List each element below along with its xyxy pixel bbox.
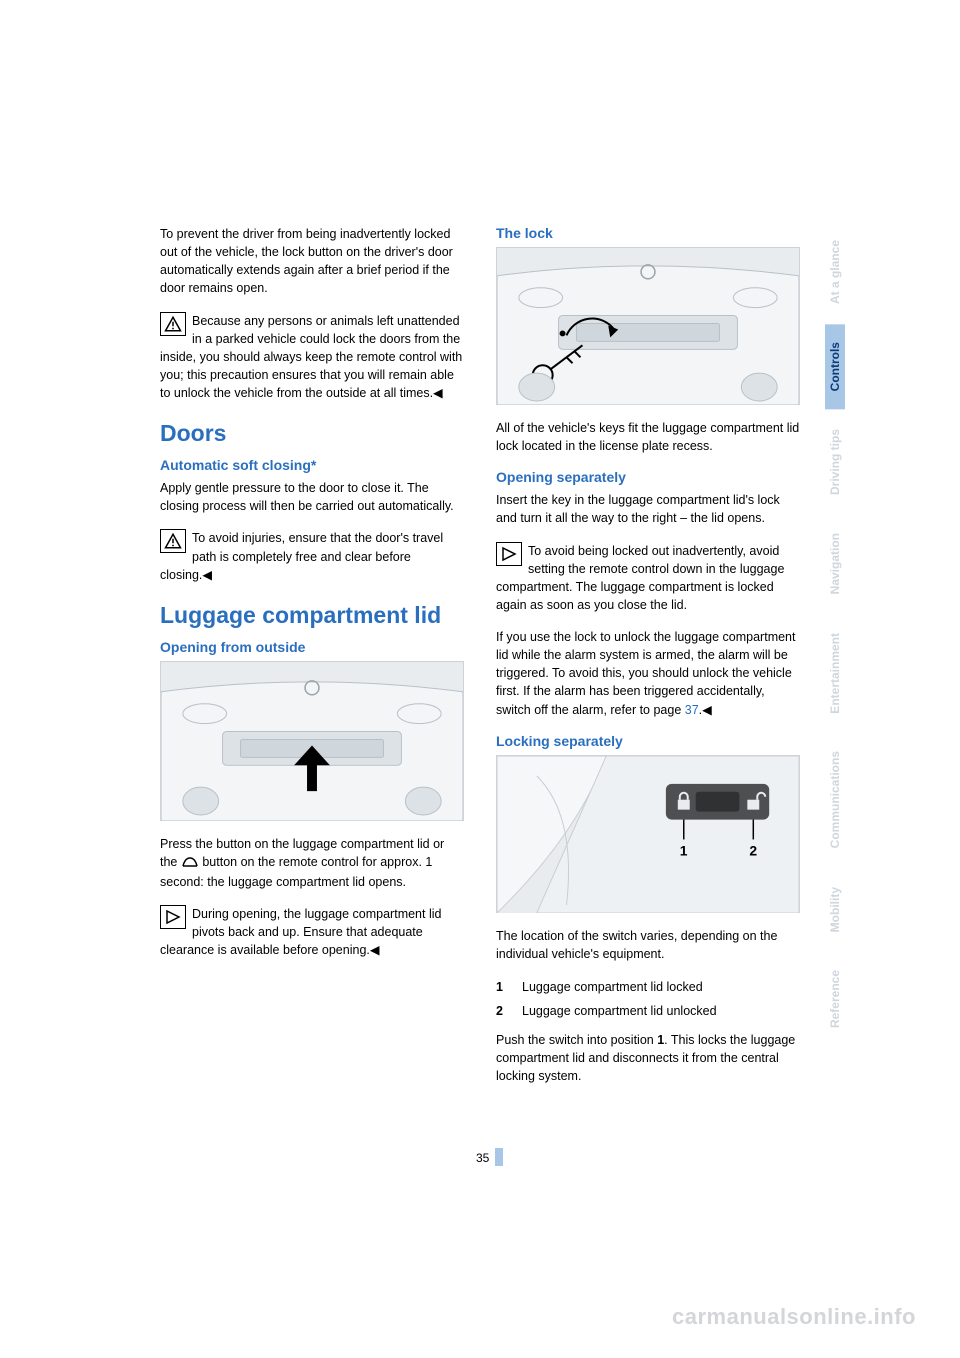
paragraph: To prevent the driver from being inadver… bbox=[160, 225, 464, 298]
tab-controls[interactable]: Controls bbox=[825, 324, 845, 409]
paragraph: All of the vehicle's keys fit the luggag… bbox=[496, 419, 800, 455]
list-text: Luggage compartment lid locked bbox=[522, 977, 703, 997]
warning-text: Because any persons or animals left unat… bbox=[160, 314, 462, 401]
left-column: To prevent the driver from being inadver… bbox=[160, 225, 464, 1099]
watermark: carmanualsonline.info bbox=[672, 1304, 916, 1330]
heading-the-lock: The lock bbox=[496, 225, 800, 241]
tab-reference[interactable]: Reference bbox=[825, 952, 845, 1046]
list-item: 1 Luggage compartment lid locked bbox=[496, 977, 800, 997]
figure-lock-switch: 1 2 bbox=[496, 755, 800, 913]
warning-icon bbox=[160, 312, 186, 336]
paragraph: If you use the lock to unlock the luggag… bbox=[496, 628, 800, 719]
tab-driving-tips[interactable]: Driving tips bbox=[825, 411, 845, 513]
heading-auto-soft-closing: Automatic soft closing* bbox=[160, 457, 464, 473]
paragraph: The location of the switch varies, depen… bbox=[496, 927, 800, 963]
tab-navigation[interactable]: Navigation bbox=[825, 515, 845, 612]
list-number: 1 bbox=[496, 977, 510, 997]
list-text: Luggage compartment lid unlocked bbox=[522, 1001, 717, 1021]
tip-icon bbox=[160, 905, 186, 929]
page: To prevent the driver from being inadver… bbox=[0, 0, 960, 1358]
tip-note: During opening, the luggage compart­ment… bbox=[160, 905, 464, 959]
svg-text:2: 2 bbox=[749, 842, 757, 858]
tip-icon bbox=[496, 542, 522, 566]
tip-text: During opening, the luggage compart­ment… bbox=[160, 907, 441, 957]
tab-mobility[interactable]: Mobility bbox=[825, 869, 845, 950]
text-fragment: .◀ bbox=[699, 703, 712, 717]
tab-entertainment[interactable]: Entertainment bbox=[825, 615, 845, 732]
warning-icon bbox=[160, 529, 186, 553]
page-number-bar bbox=[495, 1148, 503, 1166]
text-fragment: If you use the lock to unlock the luggag… bbox=[496, 630, 795, 717]
text-fragment: Push the switch into position bbox=[496, 1033, 657, 1047]
list-number: 2 bbox=[496, 1001, 510, 1021]
side-tabs: At a glance Controls Driving tips Naviga… bbox=[825, 222, 845, 1046]
content-columns: To prevent the driver from being inadver… bbox=[160, 225, 800, 1099]
tip-note: To avoid being locked out inadvertently,… bbox=[496, 542, 800, 615]
figure-trunk-open bbox=[160, 661, 464, 821]
warning-text: To avoid injuries, ensure that the door'… bbox=[160, 531, 443, 581]
paragraph: Apply gentle pressure to the door to clo… bbox=[160, 479, 464, 515]
svg-text:1: 1 bbox=[680, 842, 688, 858]
numbered-list: 1 Luggage compartment lid locked 2 Lugga… bbox=[496, 977, 800, 1021]
tip-text: To avoid being locked out inadvertently,… bbox=[496, 544, 784, 612]
right-column: The lock bbox=[496, 225, 800, 1099]
paragraph: Insert the key in the luggage compartmen… bbox=[496, 491, 800, 527]
warning-note: To avoid injuries, ensure that the door'… bbox=[160, 529, 464, 583]
heading-doors: Doors bbox=[160, 420, 464, 447]
heading-opening-separately: Opening separately bbox=[496, 469, 800, 485]
page-link[interactable]: 37 bbox=[685, 703, 699, 717]
paragraph: Push the switch into position 1. This lo… bbox=[496, 1031, 800, 1085]
heading-luggage: Luggage compartment lid bbox=[160, 602, 464, 629]
warning-note: Because any persons or animals left unat… bbox=[160, 312, 464, 403]
tab-at-a-glance[interactable]: At a glance bbox=[825, 222, 845, 322]
trunk-icon bbox=[181, 855, 199, 873]
figure-trunk-lock bbox=[496, 247, 800, 405]
page-number-value: 35 bbox=[476, 1151, 489, 1165]
heading-opening-outside: Opening from outside bbox=[160, 639, 464, 655]
page-number: 35 bbox=[476, 1148, 503, 1166]
heading-locking-separately: Locking separately bbox=[496, 733, 800, 749]
list-item: 2 Luggage compartment lid unlocked bbox=[496, 1001, 800, 1021]
text-fragment: button on the remote control for approx.… bbox=[160, 855, 432, 889]
tab-communications[interactable]: Communications bbox=[825, 733, 845, 866]
paragraph: Press the button on the luggage compartm… bbox=[160, 835, 464, 891]
